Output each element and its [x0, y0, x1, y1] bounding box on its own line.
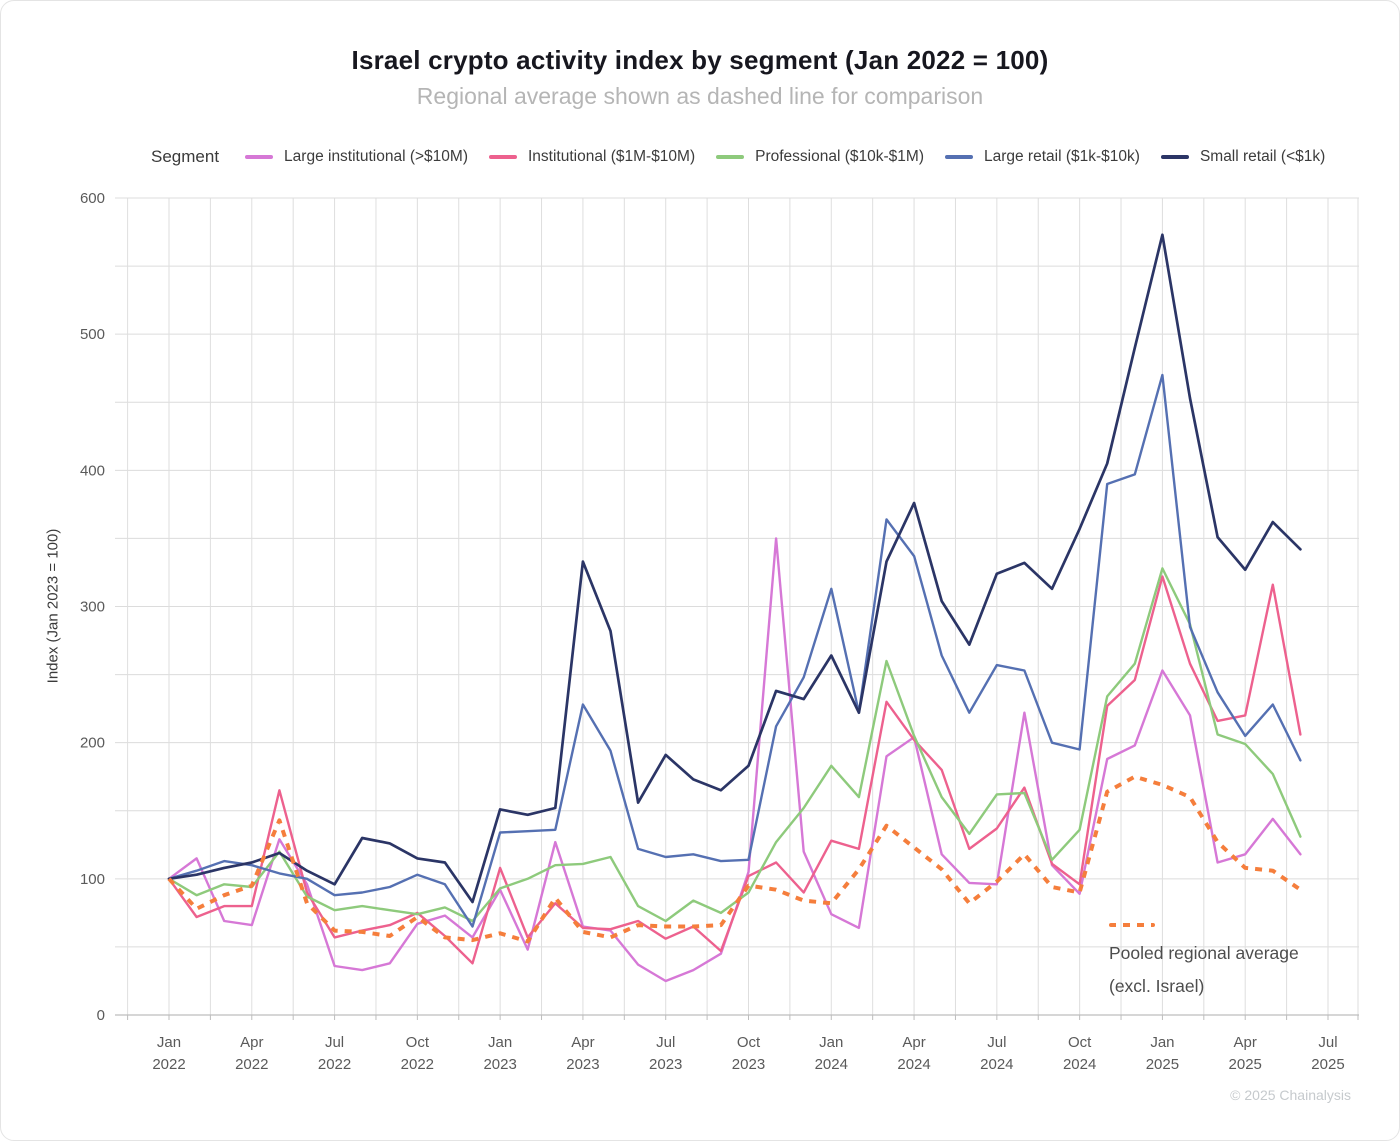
x-tick-label-month: Oct: [1068, 1034, 1092, 1051]
x-tick-label-month: Jan: [1150, 1034, 1174, 1051]
y-tick-label: 500: [80, 326, 105, 343]
x-axis: [115, 1014, 1359, 1020]
x-tick-label-year: 2025: [1311, 1056, 1344, 1073]
legend-items: Large institutional (>$10M) Institutional…: [245, 148, 1346, 166]
legend-item-institutional: Institutional ($1M-$10M): [489, 148, 695, 166]
y-tick-label: 100: [80, 871, 105, 888]
x-tick-label-month: Oct: [406, 1034, 430, 1051]
x-tick-label-month: Jul: [987, 1034, 1006, 1051]
legend-title: Segment: [151, 147, 220, 166]
series-large-retail: [167, 373, 1302, 928]
x-tick-label-year: 2024: [980, 1056, 1013, 1073]
x-tick-label-month: Jul: [656, 1034, 675, 1051]
x-tick-label-year: 2022: [318, 1056, 351, 1073]
series-institutional: [167, 575, 1302, 965]
regional-average-annotation: Pooled regional average (excl. Israel): [1109, 917, 1299, 1003]
y-tick-label: 600: [80, 190, 105, 207]
x-tick-label-year: 2022: [235, 1056, 268, 1073]
copyright: © 2025 Chainalysis: [1230, 1087, 1351, 1103]
x-tick-label-month: Apr: [902, 1034, 925, 1051]
annotation-line-2: (excl. Israel): [1109, 976, 1205, 996]
x-tick-label-month: Jan: [819, 1034, 843, 1051]
y-tick-label: 200: [80, 735, 105, 752]
x-tick-label-year: 2024: [1063, 1056, 1096, 1073]
x-tick-label-month: Oct: [737, 1034, 761, 1051]
legend-item-professional: Professional ($10k-$1M): [716, 148, 924, 166]
series-professional: [167, 567, 1302, 923]
chart-title: Israel crypto activity index by segment …: [351, 45, 1049, 75]
annotation-line-1: Pooled regional average: [1109, 943, 1299, 963]
legend-label-large-institutional: Large institutional (>$10M): [284, 148, 468, 165]
legend-label-small-retail: Small retail (<$1k): [1199, 148, 1326, 165]
dashed-line-swatch: [1109, 923, 1155, 927]
legend-item-large-institutional: Large institutional (>$10M): [245, 148, 468, 166]
x-tick-label-month: Jul: [325, 1034, 344, 1051]
legend-swatch-large-institutional: [245, 155, 274, 159]
x-tick-label-month: Apr: [1234, 1034, 1257, 1051]
x-tick-label-year: 2023: [732, 1056, 765, 1073]
x-tick-label-year: 2022: [152, 1056, 185, 1073]
x-tick-label-month: Jan: [488, 1034, 512, 1051]
legend-item-small-retail: Small retail (<$1k): [1160, 148, 1326, 166]
legend: Segment Large institutional (>$10M) Insti…: [151, 147, 1346, 167]
x-tick-label-year: 2024: [815, 1056, 848, 1073]
y-tick-label: 0: [97, 1007, 105, 1024]
legend-label-professional: Professional ($10k-$1M): [755, 148, 924, 165]
y-tick-label: 400: [80, 462, 105, 479]
y-tick-label: 300: [80, 599, 105, 616]
legend-label-large-retail: Large retail ($1k-$10k): [983, 148, 1140, 165]
x-tick-label-month: Apr: [571, 1034, 594, 1051]
x-tick-label-year: 2024: [897, 1056, 930, 1073]
x-tick-label-year: 2025: [1146, 1056, 1179, 1073]
x-tick-label-year: 2023: [566, 1056, 599, 1073]
legend-swatch-large-retail: [944, 155, 973, 159]
x-tick-label-year: 2022: [401, 1056, 434, 1073]
x-tick-label-year: 2023: [649, 1056, 682, 1073]
legend-item-large-retail: Large retail ($1k-$10k): [944, 148, 1140, 166]
x-tick-label-month: Apr: [240, 1034, 263, 1051]
y-tick-labels: 0 100 200 300 400 500 600: [80, 190, 105, 1024]
legend-swatch-institutional: [489, 155, 517, 159]
x-tick-labels: Jan 2022 Apr 2022 Jul 2022 Oct 2022 Jan 2023 Apr 20…: [152, 1034, 1344, 1073]
x-tick-label-year: 2025: [1229, 1056, 1262, 1073]
legend-label-institutional: Institutional ($1M-$10M): [528, 148, 696, 165]
x-tick-label-month: Jan: [157, 1034, 181, 1051]
legend-swatch-small-retail: [1160, 155, 1189, 159]
series-small-retail: [167, 233, 1302, 904]
x-tick-label-month: Jul: [1318, 1034, 1337, 1051]
series-lines: [167, 233, 1302, 983]
x-tick-label-year: 2023: [483, 1056, 516, 1073]
chart-subtitle: Regional average shown as dashed line fo…: [416, 83, 984, 109]
legend-swatch-professional: [716, 155, 745, 159]
